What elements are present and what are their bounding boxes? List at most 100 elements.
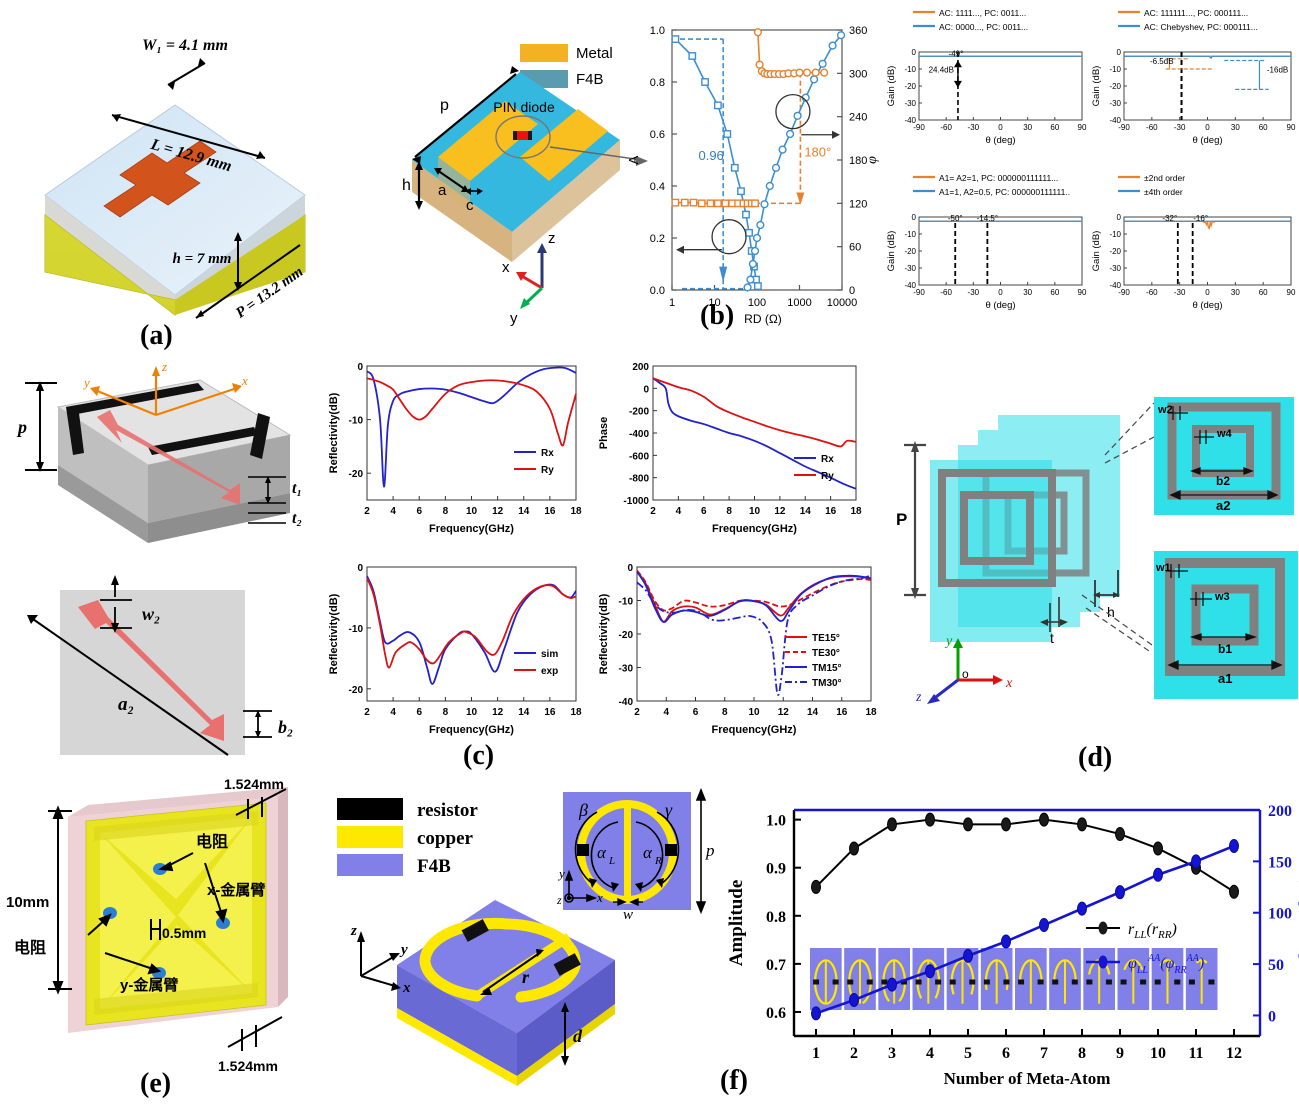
svg-text:8: 8 [443,707,449,718]
label-t2: t₂ [292,510,302,527]
svg-text:-30: -30 [1174,288,1186,297]
svg-text:60: 60 [1050,288,1059,297]
svg-text:0: 0 [1117,213,1122,222]
inset-axis-x-f: x [596,890,603,905]
unit-cell-3d: z x y [56,359,292,543]
svg-text:1: 1 [812,1045,820,1062]
panel-e-structure: 电阻 电阻 x-金属臂 y-金属臂 0.5mm 10mm 1.524mm 1.5… [0,775,320,1075]
svg-text:-20: -20 [904,82,916,91]
svg-text:16: 16 [836,707,848,718]
label-x-arm: x-金属臂 [207,881,265,899]
svg-text:0.7: 0.7 [766,957,786,974]
svg-text:0: 0 [912,48,917,57]
svg-text:0: 0 [357,362,363,373]
dim-top-e [235,788,287,819]
svg-text:sim: sim [541,649,558,660]
svg-text:0: 0 [998,123,1003,132]
label-a: a [438,182,447,199]
legend-copper-label: copper [417,828,474,849]
square-ring-set-front [938,469,1056,587]
svg-text:14: 14 [518,506,530,517]
svg-text:4: 4 [676,506,682,517]
svg-text:-10: -10 [1109,230,1121,239]
svg-text:-20: -20 [619,630,634,641]
svg-text:±4th order: ±4th order [1144,187,1183,197]
svg-text:8: 8 [1078,1045,1086,1062]
svg-text:0: 0 [912,213,917,222]
svg-text:-30: -30 [1174,123,1186,132]
svg-text:0.4: 0.4 [650,181,665,193]
svg-text:-400: -400 [629,429,649,440]
svg-text:7: 7 [1040,1045,1048,1062]
svg-text:14: 14 [807,707,819,718]
svg-text:-60: -60 [940,288,952,297]
svg-text:-20: -20 [1109,82,1121,91]
svg-text:Amplitude: Amplitude [726,880,747,967]
label-b2: b₂ [278,717,293,737]
svg-text:4: 4 [926,1045,934,1062]
svg-text:-16dB: -16dB [1267,65,1288,74]
axis-y-label-c: y [82,375,90,390]
svg-text:-90: -90 [913,288,925,297]
legend-metal-label: Metal [576,45,613,62]
svg-text:100: 100 [1268,906,1292,923]
svg-text:-1000: -1000 [623,496,649,507]
metal-arms-e [100,817,252,1009]
svg-text:Reflectivity(dB): Reflectivity(dB) [598,593,610,674]
axis-x-label-d: x [1005,676,1013,691]
svg-text:-16°: -16° [1193,214,1208,223]
svg-text:Gain (dB): Gain (dB) [1091,66,1102,107]
label-t-d: t [1050,630,1054,646]
svg-text:AC: 1111..., PC: 0011...: AC: 1111..., PC: 0011... [939,8,1026,18]
svg-text:1.0: 1.0 [766,813,786,830]
svg-text:0.8: 0.8 [650,77,665,89]
label-b1-d: b1 [1218,642,1232,656]
dim-h [234,232,242,291]
label-p-f: p [705,841,715,860]
svg-text:10: 10 [748,707,760,718]
svg-text:-30: -30 [904,264,916,273]
svg-text:12: 12 [1226,1045,1242,1062]
svg-text:200: 200 [1268,803,1292,820]
dim-w2 [100,575,132,633]
svg-text:2: 2 [650,506,656,517]
axes-f [357,931,401,991]
svg-text:-20: -20 [904,247,916,256]
svg-text:0: 0 [1205,288,1210,297]
dim-h-b [415,161,423,210]
svg-text:1000: 1000 [787,297,811,309]
label-w-f: w [623,907,633,923]
svg-text:-10: -10 [349,624,364,635]
svg-text:Frequency(GHz): Frequency(GHz) [429,724,514,736]
svg-text:2: 2 [364,506,370,517]
label-gamma-f: γ [665,800,673,820]
label-alphaL-f: α [597,843,607,862]
svg-text:Reflectivity(dB): Reflectivity(dB) [328,392,340,473]
ground-plane [44,213,306,316]
svg-text:120: 120 [849,198,867,210]
label-d-f: d [573,1026,583,1046]
axis-z-label-f: z [350,923,357,939]
axes-b: z x y [502,230,556,327]
gain-plot-top-right: AC: 111111..., PC: 000111... AC: Chebyshe… [1090,0,1299,165]
callout-lines-d [1081,402,1155,654]
svg-text:-60: -60 [1146,288,1158,297]
svg-text:Ry: Ry [541,465,554,476]
svg-text:-40: -40 [1109,116,1121,125]
axis-y-label-f: y [399,942,408,958]
label-gap-e: 0.5mm [162,925,206,941]
svg-text:-10: -10 [349,416,364,427]
svg-text:φLLAA(φRRAA): φLLAA(φRRAA) [1128,953,1204,976]
dim-bottom-e [227,1016,283,1051]
label-w2: w₂ [142,604,160,624]
svg-text:1: 1 [669,297,675,309]
axis-z-label-d: z [915,690,922,705]
svg-text:Ry: Ry [821,471,834,482]
svg-text:0.8: 0.8 [766,909,786,926]
svg-text:14: 14 [518,707,530,718]
svg-text:-10: -10 [1109,65,1121,74]
label-resistor-1: 电阻 [196,832,228,851]
gain-plot-top-left: AC: 1111..., PC: 0011... AC: 0000..., PC:… [885,0,1090,165]
svg-text:12: 12 [492,506,504,517]
svg-text:5: 5 [964,1045,972,1062]
